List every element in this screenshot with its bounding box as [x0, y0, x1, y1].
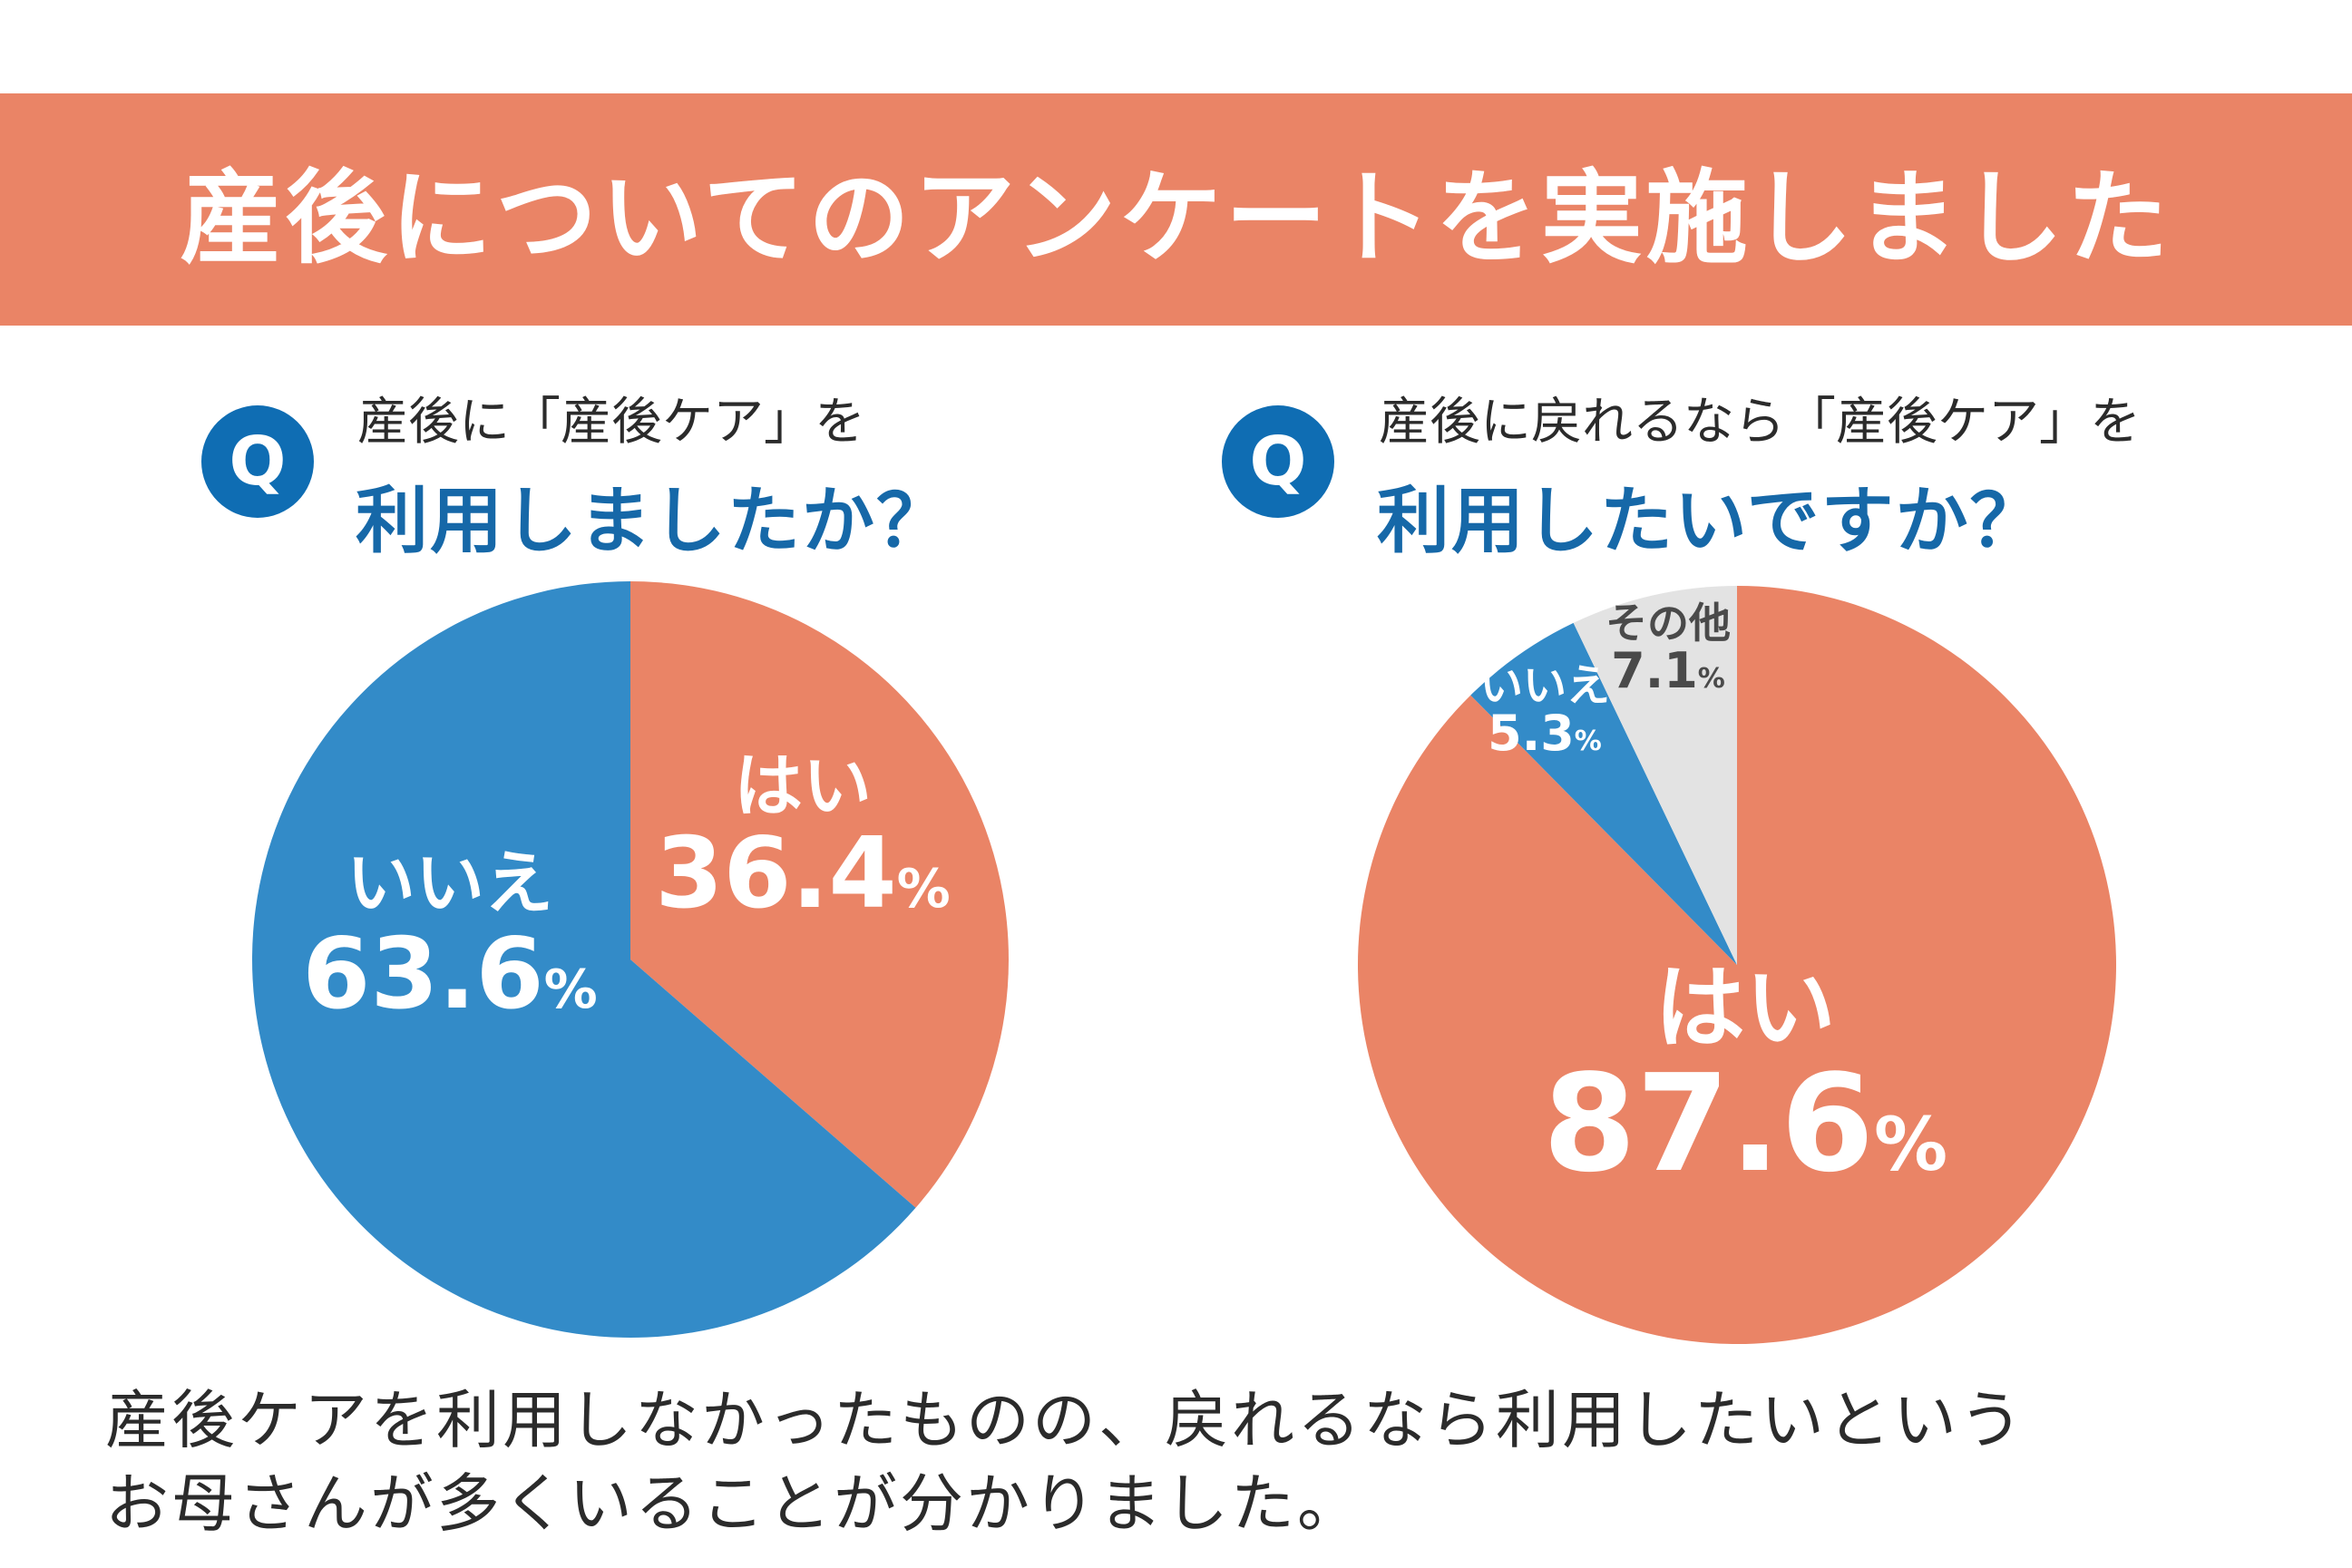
- slice-value-number: 63.6: [302, 918, 543, 1031]
- slice-label: いいえ: [346, 842, 553, 923]
- slice-label: その他: [1605, 599, 1731, 648]
- footer-line-2: お母さんが多くいることが分かりました。: [105, 1466, 1363, 1541]
- pie-slice-いいえ: [251, 581, 916, 1338]
- slice-value-unit: %: [1874, 1103, 1947, 1188]
- slice-value-number: 5.3: [1488, 705, 1575, 762]
- slice-value: 5.3%: [1488, 705, 1602, 762]
- slice-label: はい: [734, 745, 872, 826]
- slice-value: 7.1%: [1611, 642, 1725, 699]
- slice-value-unit: %: [544, 958, 598, 1020]
- slice-value-unit: %: [1575, 726, 1602, 757]
- q-badge-2: Q: [1222, 405, 1334, 518]
- pie-slice-いいえ: [1470, 622, 1737, 965]
- slice-value-number: 7.1: [1611, 642, 1698, 699]
- page-title: 産後についてのアンケートを実施しました: [180, 160, 2172, 278]
- title-banner: 産後についてのアンケートを実施しました: [0, 93, 2352, 326]
- question-2-line1: 産後に戻れるなら「産後ケア」を: [1379, 393, 2141, 452]
- q-badge-1: Q: [201, 405, 314, 518]
- slice-value: 63.6%: [302, 918, 598, 1031]
- slice-value-unit: %: [1698, 663, 1725, 695]
- slice-value: 87.6%: [1543, 1046, 1947, 1202]
- question-2-line2: 利用したいですか？: [1377, 479, 2045, 563]
- slice-value-number: 36.4: [655, 817, 896, 930]
- question-1-line2: 利用しましたか？: [356, 479, 951, 563]
- slice-value-unit: %: [897, 857, 951, 920]
- slice-value-number: 87.6: [1543, 1046, 1874, 1202]
- pie-slice-その他: [1573, 586, 1737, 965]
- slice-label: はい: [1654, 955, 1836, 1061]
- pie-slice-はい: [630, 581, 1010, 1208]
- footer-line-1: 産後ケアを利用しなかったものの、戻れるなら利用したいという: [105, 1383, 2025, 1457]
- slice-label: いいえ: [1479, 660, 1610, 711]
- slice-value: 36.4%: [655, 817, 951, 930]
- question-1-line1: 産後に「産後ケア」を: [357, 393, 865, 452]
